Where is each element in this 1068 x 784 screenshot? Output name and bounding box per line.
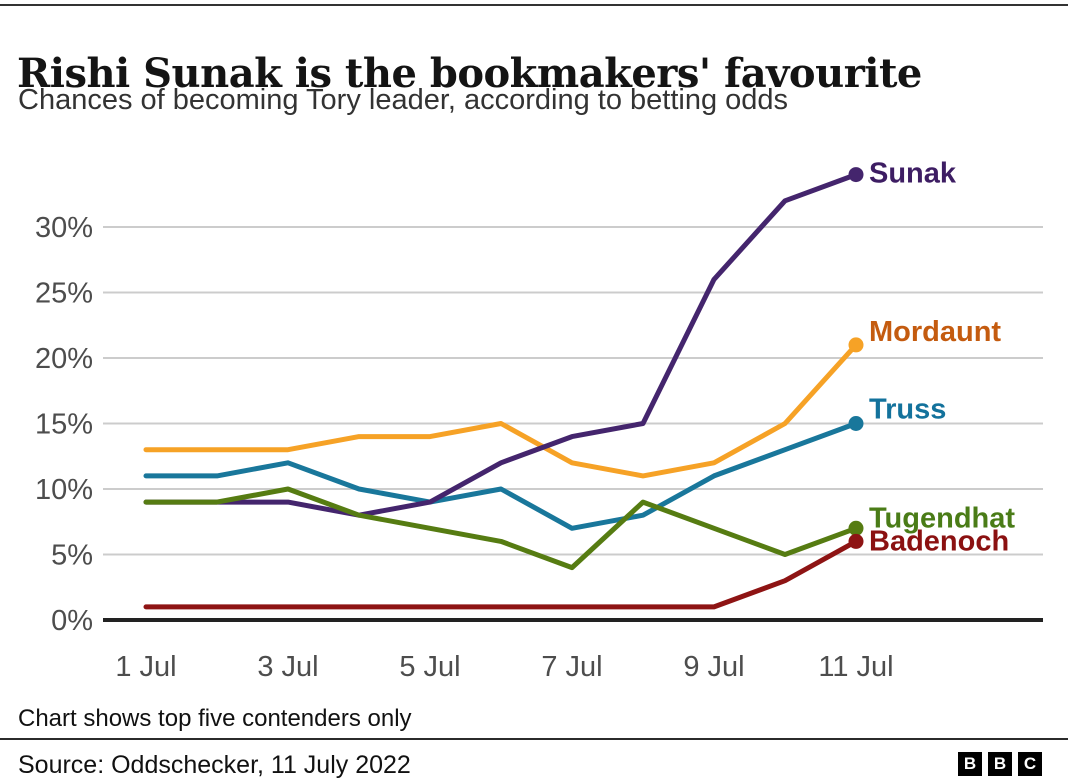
bbc-logo-block: C xyxy=(1018,752,1042,776)
series-endpoint-sunak xyxy=(848,167,864,183)
y-tick-label: 10% xyxy=(35,474,93,506)
series-label-sunak: Sunak xyxy=(869,158,957,190)
top-rule xyxy=(0,4,1068,6)
series-label-tugendhat: Tugendhat xyxy=(869,502,1015,534)
y-tick-label: 0% xyxy=(51,605,93,637)
series-endpoint-tugendhat xyxy=(848,520,864,536)
series-label-truss: Truss xyxy=(869,394,946,426)
x-tick-label: 5 Jul xyxy=(399,651,460,683)
series-line-sunak xyxy=(143,172,859,518)
page-title: Rishi Sunak is the bookmakers' favourite xyxy=(17,49,922,97)
series-line-tugendhat xyxy=(143,486,859,571)
series-label-badenoch: Badenoch xyxy=(869,525,1009,557)
x-tick-label: 1 Jul xyxy=(115,651,176,683)
source-text: Source: Oddschecker, 11 July 2022 xyxy=(18,751,411,779)
series-line-truss xyxy=(143,421,859,531)
bbc-logo-block: B xyxy=(958,752,982,776)
bbc-logo-block: B xyxy=(988,752,1012,776)
y-tick-label: 5% xyxy=(51,540,93,572)
series-label-mordaunt: Mordaunt xyxy=(869,316,1001,348)
footer-divider xyxy=(0,738,1068,740)
y-tick-label: 25% xyxy=(35,278,93,310)
line-chart: 0% 5% 10% 15% 20% 25% 30% 1 Jul 3 Jul 5 Jul 7 Jul 9… xyxy=(35,158,1043,683)
x-tick-label: 11 Jul xyxy=(818,651,893,683)
bbc-logo: B B C xyxy=(958,752,1042,776)
y-tick-label: 15% xyxy=(35,409,93,441)
y-tick-label: 20% xyxy=(35,343,93,375)
series-endpoint-truss xyxy=(848,416,864,431)
chart-area: 0% 5% 10% 15% 20% 25% 30% 1 Jul 3 Jul 5 Jul 7 Jul 9… xyxy=(0,140,1068,700)
series-endpoint-mordaunt xyxy=(848,337,864,353)
series-endpoint-badenoch xyxy=(848,533,864,549)
x-tick-label: 7 Jul xyxy=(541,651,602,683)
x-tick-label: 9 Jul xyxy=(683,651,744,683)
series-line-badenoch xyxy=(143,538,859,610)
page-subtitle: Chances of becoming Tory leader, accordi… xyxy=(18,84,789,116)
x-tick-label: 3 Jul xyxy=(257,651,318,683)
y-tick-label: 30% xyxy=(35,212,93,244)
series-line-mordaunt xyxy=(143,342,859,479)
chart-footnote: Chart shows top five contenders only xyxy=(18,705,412,732)
